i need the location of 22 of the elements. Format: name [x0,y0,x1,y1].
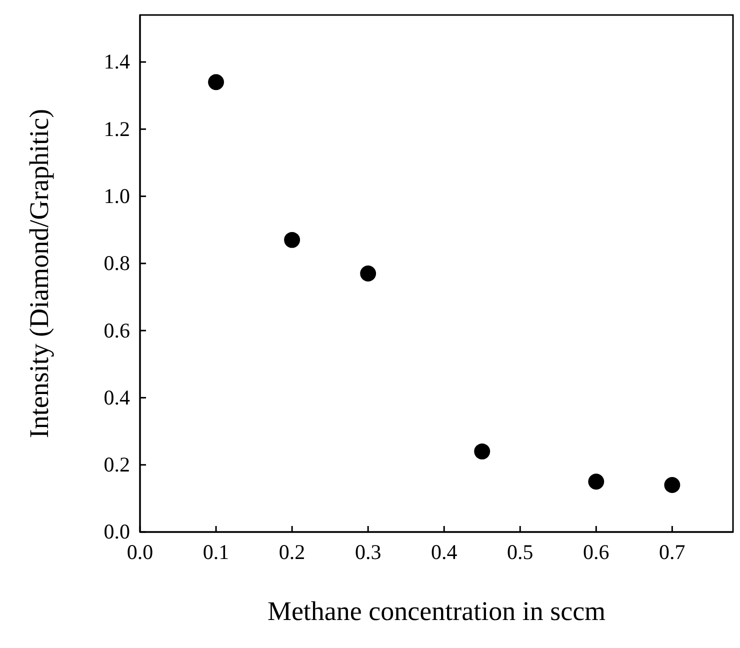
y-axis-title: Intensity (Diamond/Graphitic) [24,108,54,438]
point [664,477,680,493]
point [474,443,490,460]
x-tick-label: 0.6 [583,540,610,564]
point [284,232,300,248]
x-axis-title: Methane concentration in sccm [267,596,606,626]
point [588,474,604,490]
y-tick-label: 1.0 [104,184,130,208]
point [360,266,376,282]
point [208,74,224,90]
y-tick-label: 0.6 [104,318,130,342]
x-tick-label: 0.2 [278,540,306,564]
x-tick-label: 0.5 [507,540,534,564]
y-tick-label: 0.4 [104,385,130,410]
x-tick-label: 0.1 [202,540,230,564]
y-tick-label: 1.2 [104,116,130,141]
y-tick-label: 0.2 [104,452,130,477]
x-tick-label: 0.3 [354,540,382,564]
y-tick-label: 0.8 [104,251,130,276]
x-tick-label: 0.4 [430,540,458,564]
x-tick-label: 0.7 [659,540,686,564]
y-tick-label: 1.4 [104,50,130,74]
